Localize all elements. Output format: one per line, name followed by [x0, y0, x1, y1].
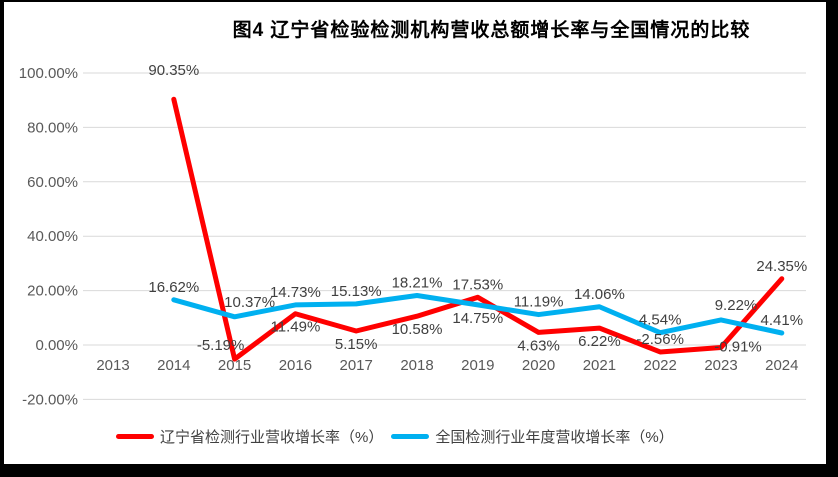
data-label-national: 18.21% [392, 274, 443, 291]
legend-red-line-icon [116, 434, 154, 439]
x-axis-tick-label: 2019 [461, 357, 494, 374]
y-axis-tick-label: 60.00% [27, 174, 78, 191]
frame-top-border [0, 0, 838, 2]
x-axis-tick-label: 2020 [522, 357, 555, 374]
x-axis-tick-label: 2017 [340, 357, 373, 374]
series-line-liaoning [171, 96, 785, 362]
x-axis-tick-label: 2016 [279, 357, 312, 374]
series-line-national [171, 292, 785, 336]
x-axis-tick-label: 2021 [583, 357, 616, 374]
data-label-liaoning: 5.15% [335, 336, 378, 353]
data-label-liaoning: 4.63% [517, 337, 560, 354]
data-label-liaoning: 17.53% [452, 276, 503, 293]
data-label-national: 4.54% [639, 312, 682, 329]
data-label-liaoning: -5.19% [197, 337, 245, 354]
x-axis-tick-label: 2023 [704, 357, 737, 374]
y-axis-tick-label: -20.00% [22, 391, 78, 408]
data-label-national: 4.41% [761, 312, 804, 329]
legend-blue-line-icon [391, 434, 430, 439]
legend-label-national: 全国检测行业年度营收增长率（%） [435, 429, 674, 446]
data-label-liaoning: 10.58% [392, 321, 443, 338]
y-axis-tick-label: 80.00% [27, 119, 78, 136]
legend-label-liaoning: 辽宁省检测行业营收增长率（%） [160, 429, 384, 446]
data-label-national: 15.13% [331, 283, 382, 300]
x-axis-tick-label: 2018 [400, 357, 433, 374]
data-label-liaoning: -0.91% [714, 338, 762, 355]
x-axis-tick-label: 2024 [765, 357, 798, 374]
x-axis-tick-label: 2014 [157, 357, 190, 374]
data-label-national: 14.73% [270, 284, 321, 301]
data-label-liaoning: 6.22% [578, 333, 621, 350]
data-label-liaoning: -2.56% [636, 331, 684, 348]
data-label-national: 14.06% [574, 286, 625, 303]
frame-bottom-border [0, 464, 838, 477]
x-axis-tick-label: 2013 [96, 357, 129, 374]
y-axis-tick-label: 0.00% [35, 337, 78, 354]
y-axis-tick-label: 40.00% [27, 228, 78, 245]
data-label-national: 9.22% [715, 297, 758, 314]
frame-right-border [826, 0, 838, 477]
y-axis-tick-label: 100.00% [19, 65, 78, 82]
x-axis-tick-label: 2022 [644, 357, 677, 374]
x-axis-tick-label: 2015 [218, 357, 251, 374]
data-label-liaoning: 24.35% [756, 258, 807, 275]
data-label-national: 11.19% [514, 294, 564, 311]
chart-title: 图4 辽宁省检验检测机构营收总额增长率与全国情况的比较 [232, 20, 751, 41]
data-label-national: 10.37% [224, 294, 275, 311]
legend-item-liaoning: 辽宁省检测行业营收增长率（%） [116, 426, 383, 447]
data-label-liaoning: 90.35% [148, 62, 199, 79]
y-axis-tick-label: 20.00% [27, 283, 78, 300]
frame-left-border [0, 0, 4, 477]
data-label-liaoning: 11.49% [271, 319, 321, 336]
legend-item-national: 全国检测行业年度营收增长率（%） [391, 426, 674, 447]
chart-legend: 辽宁省检测行业营收增长率（%） 全国检测行业年度营收增长率（%） [116, 426, 674, 447]
data-label-national: 14.75% [452, 310, 503, 327]
data-label-national: 16.62% [148, 279, 199, 296]
